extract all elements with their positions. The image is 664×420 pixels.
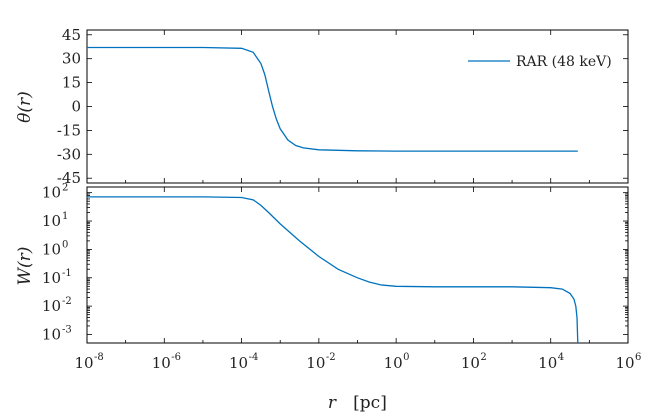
top-series-line [87, 46, 578, 152]
top-y-tick-label: -45 [57, 169, 81, 187]
x-tick-exponent: 2 [480, 352, 486, 363]
x-tick-label: 10 [384, 354, 403, 372]
top-y-tick-label: 45 [62, 26, 81, 44]
x-tick-label: 10 [152, 354, 171, 372]
bottom-y-tick-label: 10 [42, 269, 61, 287]
top-panel-frame [86, 29, 629, 184]
x-tick-label: 10 [306, 354, 325, 372]
bottom-y-tick-label: 10 [42, 212, 61, 230]
x-axis-unit: [pc] [353, 393, 387, 413]
x-tick-exponent: -4 [249, 352, 259, 363]
x-tick-exponent: 0 [403, 352, 409, 363]
x-tick-label: 10 [615, 354, 634, 372]
bottom-y-tick-label: 10 [42, 297, 61, 315]
legend-label: RAR (48 keV) [516, 54, 612, 70]
x-tick-label: 10 [229, 354, 248, 372]
bottom-y-tick-label: 10 [42, 240, 61, 258]
x-tick-exponent: -2 [326, 352, 336, 363]
bottom-panel-frame [86, 186, 629, 344]
top-y-tick-label: -30 [57, 145, 81, 163]
bottom-y-tick-exponent: 2 [62, 183, 68, 194]
top-y-tick-label: -15 [57, 121, 81, 139]
top-y-axis-label: θ(r) [15, 91, 35, 123]
bottom-series-line [87, 196, 579, 344]
x-tick-label: 10 [461, 354, 480, 372]
x-ticks: 10 -8 10 -6 10 -4 10 -2 10 0 10 2 10 4 10 6 [74, 30, 641, 372]
bottom-y-tick-exponent: -1 [62, 268, 72, 279]
top-y-ticks: 45 30 15 0 -15 -30 -45 [57, 26, 628, 187]
top-y-tick-label: 0 [71, 98, 81, 116]
bottom-y-tick-exponent: 1 [62, 211, 68, 222]
bottom-y-tick-exponent: 0 [62, 239, 68, 250]
x-tick-exponent: 4 [558, 352, 564, 363]
x-tick-exponent: -6 [171, 352, 181, 363]
top-y-tick-label: 15 [62, 74, 81, 92]
x-tick-exponent: 6 [635, 352, 641, 363]
top-y-tick-label: 30 [62, 50, 81, 68]
x-tick-label: 10 [74, 354, 93, 372]
x-tick-label: 10 [538, 354, 557, 372]
bottom-y-tick-exponent: -2 [62, 296, 72, 307]
bottom-y-tick-exponent: -3 [62, 324, 72, 335]
x-axis-label: r [328, 393, 337, 413]
bottom-y-tick-label: 10 [42, 325, 61, 343]
x-tick-exponent: -8 [94, 352, 104, 363]
bottom-y-tick-label: 10 [42, 184, 61, 202]
bottom-y-axis-label: W(r) [15, 247, 35, 286]
legend: RAR (48 keV) [468, 54, 612, 70]
